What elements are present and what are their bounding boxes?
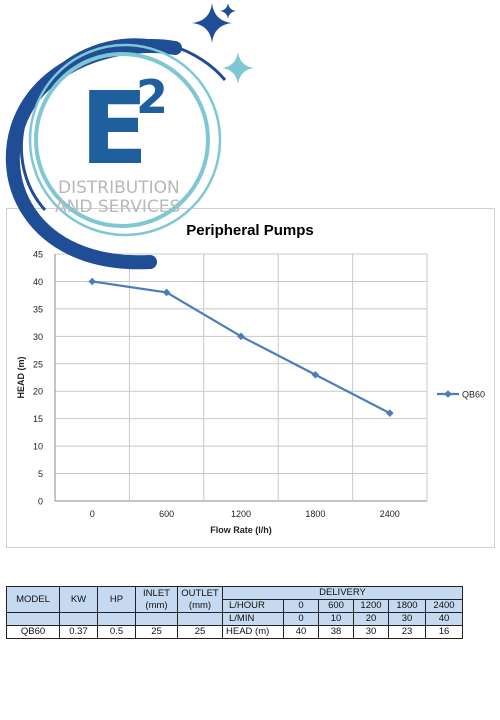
y-tick-label: 45 [33,250,43,260]
company-logo: E 2 DISTRIBUTION AND SERVICES [5,3,254,270]
logo-teal-ring-inner [34,52,210,228]
header-inlet: INLET (mm) [135,586,178,613]
data-point [88,277,96,286]
lmin-cell: 10 [318,612,354,626]
cell-hp: 0.5 [97,625,136,639]
lmin-cell: 0 [283,612,319,626]
hp-blank [97,612,136,626]
y-tick-label: 0 [38,497,43,507]
header-delivery: DELIVERY [222,586,463,600]
head-label: HEAD (m) [222,625,284,639]
lhour-cell: 600 [318,599,354,613]
cell-inlet: 25 [135,625,178,639]
y-tick-label: 15 [33,414,43,424]
series-line [92,280,391,415]
header-outlet-line2: (mm) [188,599,212,611]
logo-sparkle-icon [222,52,254,84]
header-model: MODEL [6,586,60,613]
chart-title: Peripheral Pumps [186,222,314,239]
head-cell: 16 [425,625,463,639]
y-tick-label: 20 [33,387,43,397]
chart-panel: 0 5 10 15 20 25 30 35 40 45 0 600 1200 1800 2400 Periph… [6,208,495,548]
x-tick-label: 0 [90,509,95,519]
head-cell: 23 [388,625,426,639]
logo-teal-ring [28,43,222,237]
kw-blank [59,612,98,626]
y-axis-label: HEAD (m) [16,356,26,398]
lhour-cell: 0 [283,599,319,613]
logo-superscript: 2 [136,70,168,124]
head-cell: 40 [283,625,319,639]
header-outlet: OUTLET (mm) [177,586,223,613]
header-inlet-line1: INLET [143,587,170,599]
table-lhour-row: L/HOUR 0 600 1200 1800 2400 [7,599,463,613]
lmin-cell: 40 [425,612,463,626]
line-chart: 0 5 10 15 20 25 30 35 40 45 0 600 1200 1800 2400 Periph… [16,222,485,535]
lhour-label: L/HOUR [222,599,284,613]
x-tick-label: 1200 [231,509,251,519]
table-row: QB60 0.37 0.5 25 25 HEAD (m) 40 38 30 23… [6,625,463,639]
legend-marker [444,390,452,398]
x-tick-label: 600 [159,509,174,519]
head-cell: 30 [353,625,389,639]
logo-navy-swoosh [5,39,182,270]
lhour-cell: 2400 [425,599,463,613]
cell-kw: 0.37 [59,625,98,639]
table-lmin-row: L/MIN 0 10 20 30 40 [6,612,463,626]
lmin-cell: 20 [353,612,389,626]
outlet-blank [177,612,223,626]
logo-text-line2: AND SERVICES [55,197,180,217]
y-tick-label: 5 [38,469,43,479]
lmin-label: L/MIN [222,612,284,626]
lhour-cell: 1800 [388,599,426,613]
y-tick-label: 35 [33,304,43,314]
data-point [311,370,320,379]
header-hp: HP [97,586,136,613]
lmin-cell: 30 [388,612,426,626]
header-kw: KW [59,586,98,613]
x-axis-label: Flow Rate (l/h) [210,525,272,535]
x-tick-label: 1800 [305,509,325,519]
lhour-cell: 1200 [353,599,389,613]
head-cell: 38 [318,625,354,639]
logo-navy-arc [20,38,227,212]
cell-model: QB60 [6,625,60,639]
y-tick-label: 25 [33,359,43,369]
logo-letter-e: E [80,70,148,187]
x-tick-label: 2400 [380,509,400,519]
cell-outlet: 25 [177,625,223,639]
logo-sparkle-icon [192,3,232,43]
model-blank [6,612,60,626]
logo-sparkle-icon [220,3,236,19]
header-inlet-line2: (mm) [145,599,168,611]
inlet-blank [135,612,178,626]
data-point [386,409,394,417]
pump-spec-table: MODEL KW HP INLET (mm) OUTLET (mm) DELIV… [6,586,463,639]
y-tick-label: 40 [33,277,43,287]
y-tick-label: 30 [33,332,43,342]
logo-text-line1: DISTRIBUTION [58,178,180,198]
header-outlet-line1: OUTLET [181,587,219,599]
legend-label: QB60 [462,390,485,400]
table-header-row: MODEL KW HP INLET (mm) OUTLET (mm) DELIV… [6,586,463,613]
y-tick-label: 10 [33,442,43,452]
